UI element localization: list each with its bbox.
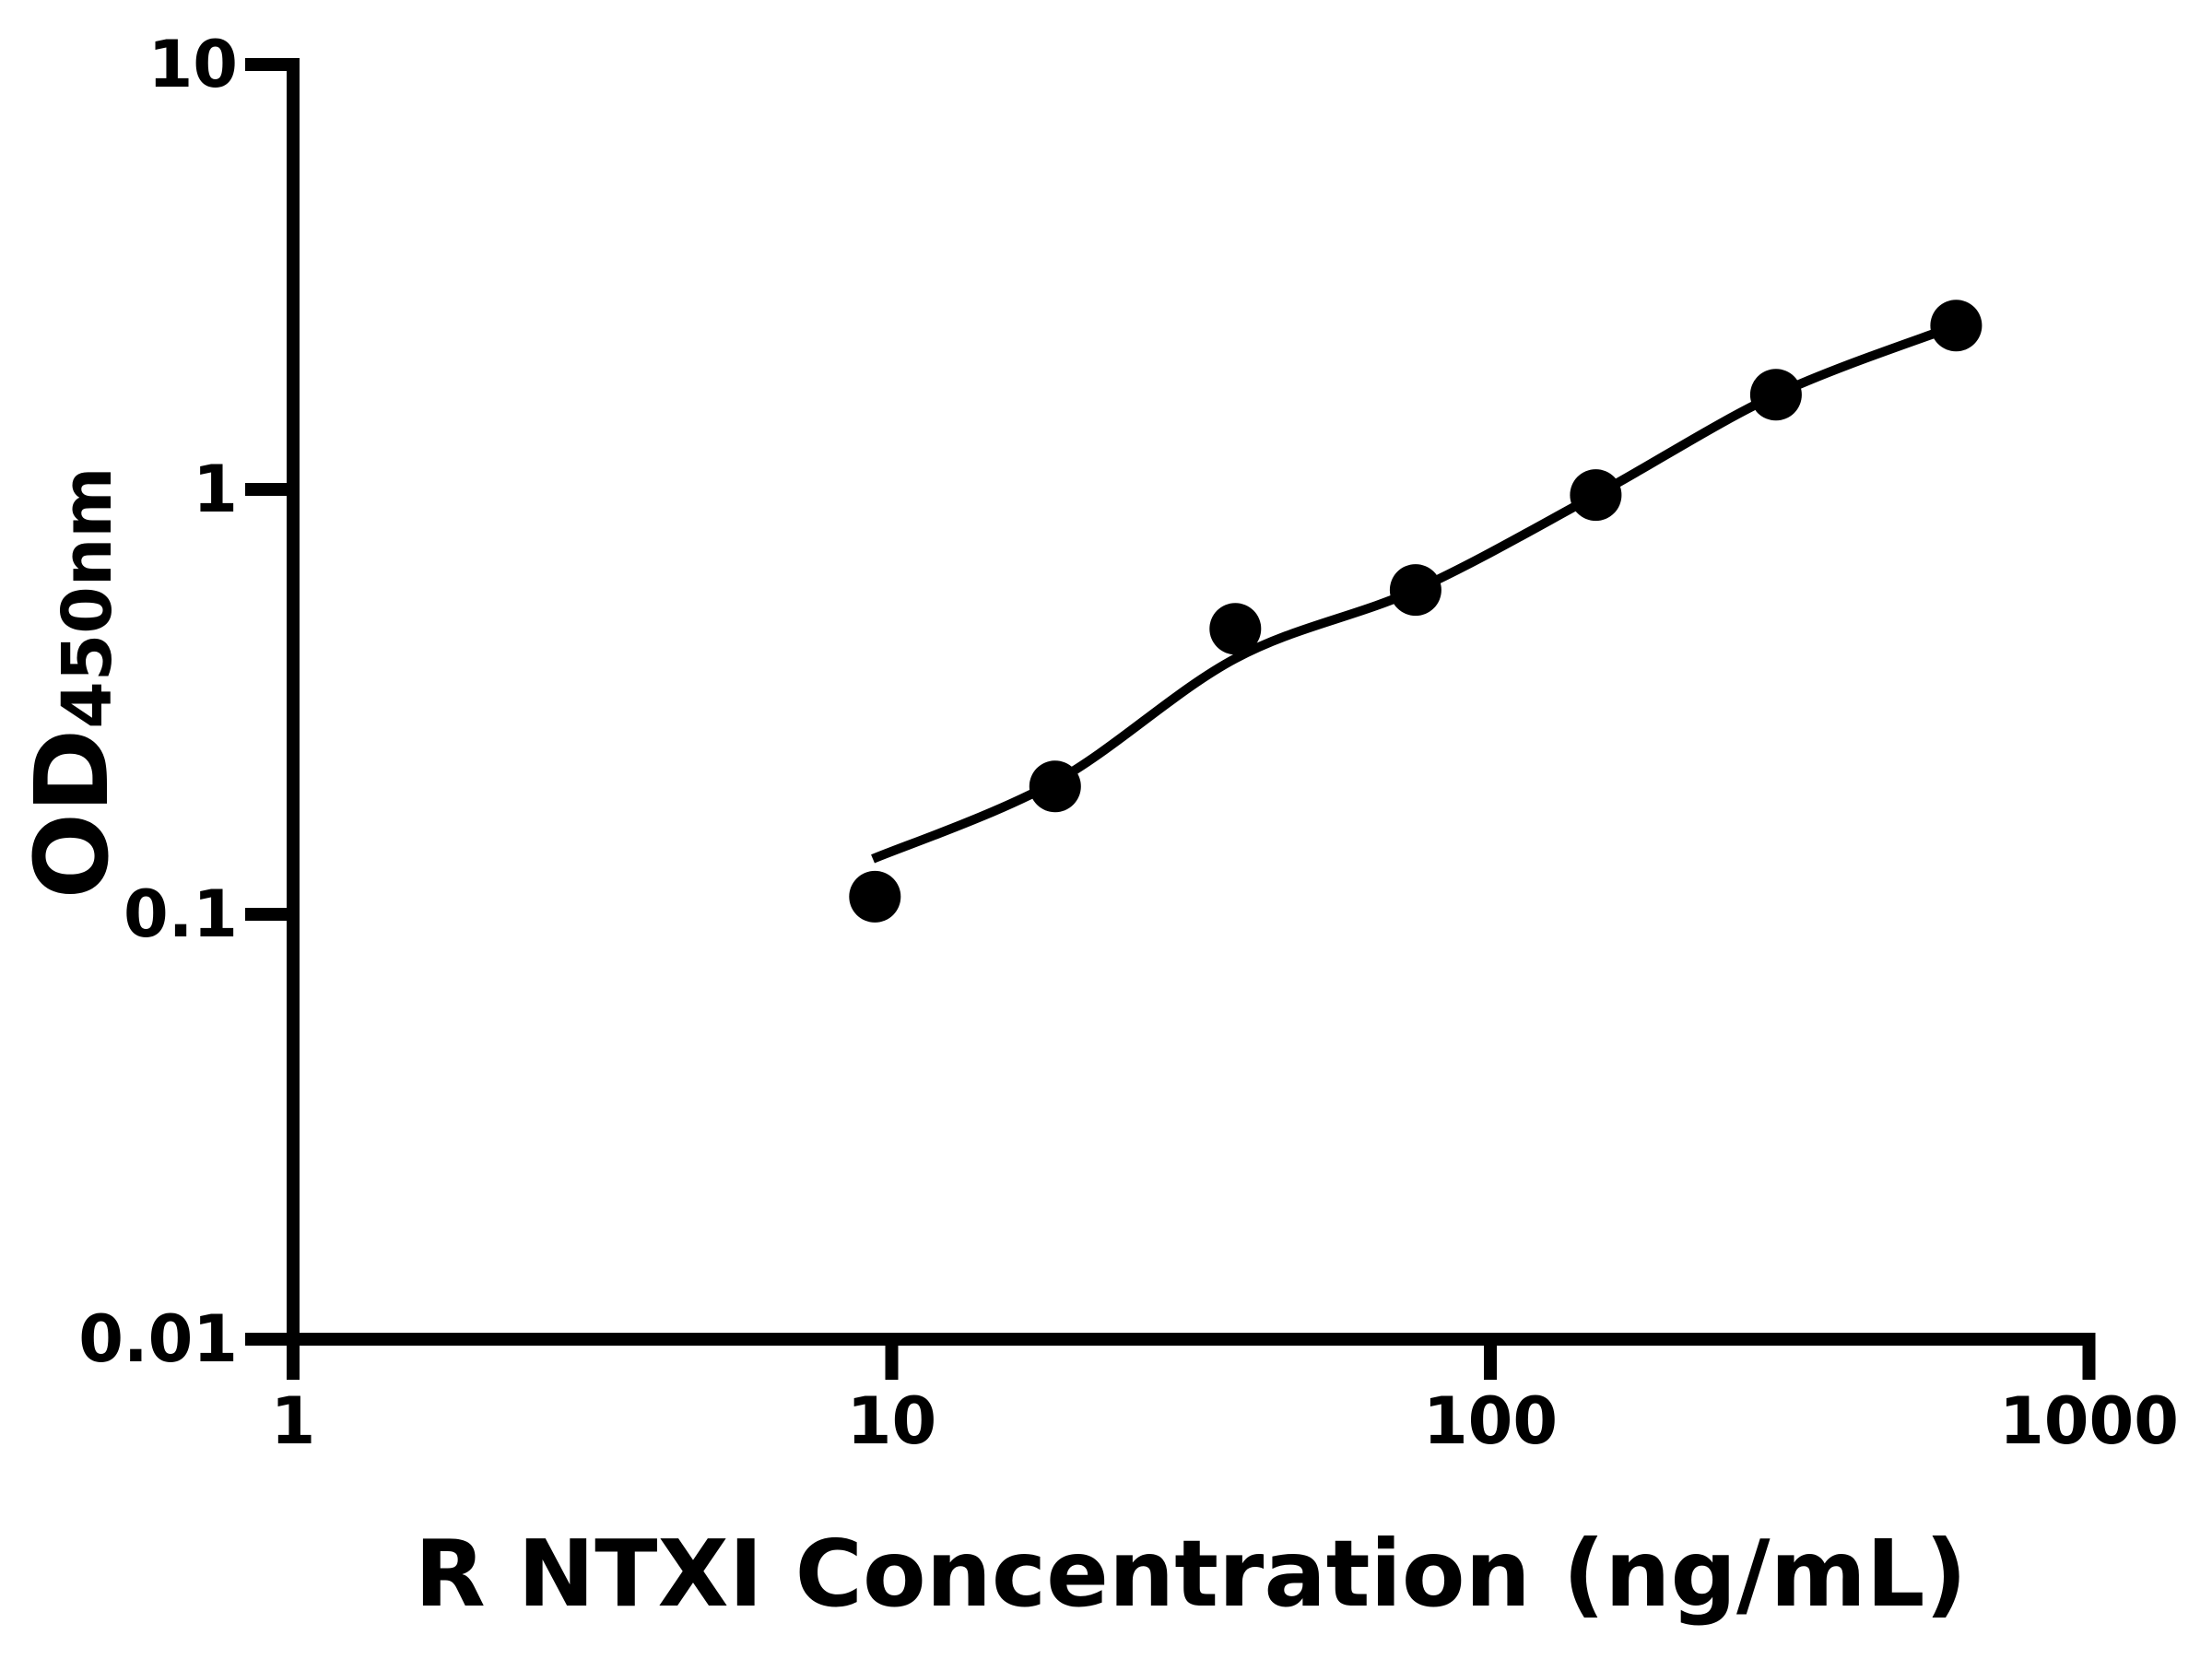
data-point-marker	[1930, 300, 1983, 352]
x-tick-label: 1	[271, 1383, 316, 1459]
x-tick-label: 1000	[1999, 1383, 2179, 1459]
tick-label-layer: 10 1 0.1 0.01 1 10 100 1000	[78, 27, 2179, 1459]
y-axis-title: OD450nm	[13, 466, 131, 899]
y-tick-label: 0.1	[124, 877, 238, 952]
data-points-layer	[849, 300, 1983, 923]
y-tick-label: 10	[148, 27, 238, 102]
x-tick-label: 10	[847, 1383, 936, 1459]
data-point-marker	[1209, 603, 1262, 655]
x-tick-label: 100	[1423, 1383, 1558, 1459]
y-axis-title-main: OD	[13, 729, 131, 900]
axes-layer	[245, 58, 2096, 1380]
x-axis-title: R NTXI Concentration (ng/mL)	[415, 1520, 1967, 1628]
data-point-marker	[1570, 469, 1622, 522]
data-point-marker	[1749, 369, 1802, 421]
y-tick-label: 1	[193, 452, 238, 527]
data-point-marker	[1389, 564, 1441, 617]
y-tick-label: 0.01	[78, 1301, 238, 1377]
axis-spine	[245, 58, 2096, 1380]
y-axis-title-subscript: 450nm	[48, 466, 127, 728]
data-point-marker	[849, 870, 901, 923]
data-point-marker	[1029, 760, 1081, 813]
